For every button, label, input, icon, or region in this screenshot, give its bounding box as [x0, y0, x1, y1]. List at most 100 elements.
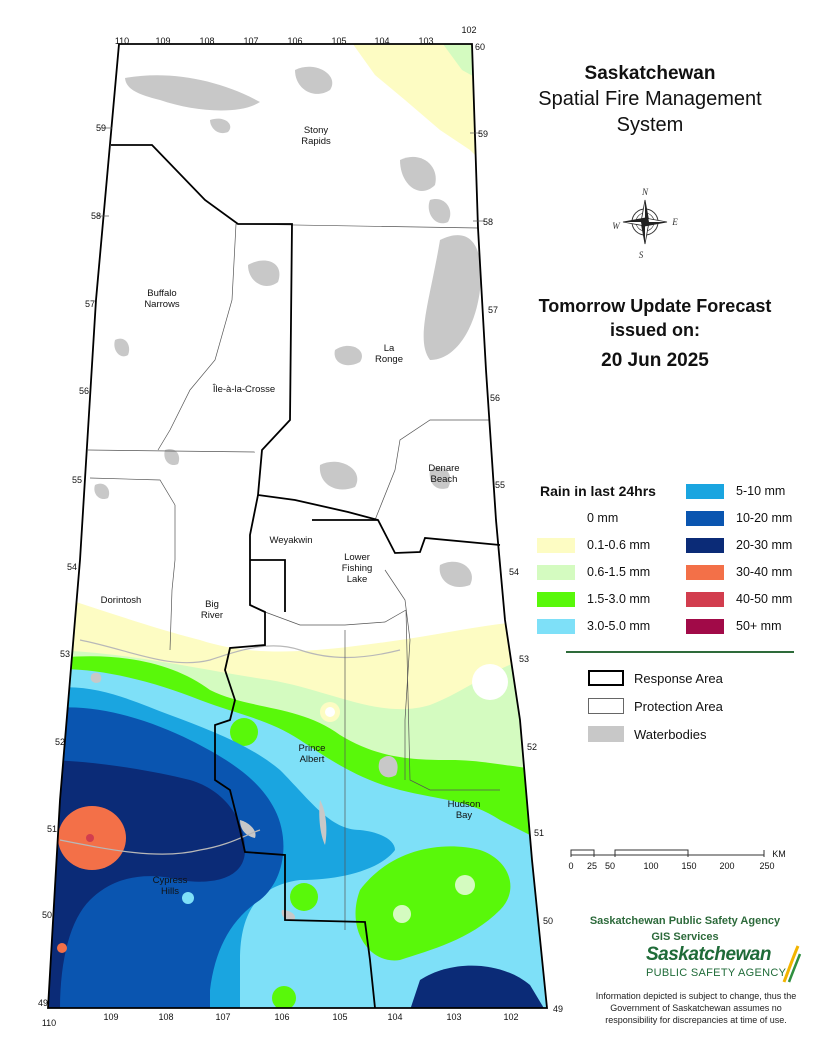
agency-line1: Saskatchewan Public Safety Agency	[589, 915, 781, 927]
legend-swatch	[686, 591, 724, 607]
latitude-left-label: 50	[42, 910, 52, 920]
boundary-swatch	[588, 726, 624, 742]
boundary-label: Protection Area	[634, 698, 723, 714]
legend-swatch	[537, 510, 575, 526]
legend-swatch	[537, 618, 575, 634]
place-lower-fishing-lake: Lower Fishing Lake	[342, 552, 373, 585]
boundary-legend-item: Waterbodies	[588, 726, 707, 742]
agency-line2: GIS Services	[651, 931, 719, 943]
logo-line1: Saskatchewan	[646, 944, 771, 965]
compass-e: E	[671, 217, 678, 227]
latitude-left-label: 58	[91, 211, 101, 221]
scale-bar	[570, 849, 765, 857]
longitude-top-label: 110	[115, 36, 129, 46]
longitude-top-label: 107	[243, 36, 258, 46]
latitude-right-label: 55	[495, 480, 505, 490]
longitude-bottom-label: 110	[42, 1018, 56, 1028]
title-line2: Spatial Fire Management	[538, 88, 762, 110]
legend-label: 30-40 mm	[736, 565, 793, 579]
compass-n: N	[641, 187, 649, 197]
rain-legend-item: 3.0-5.0 mm	[537, 618, 650, 634]
agency-logo: Saskatchewan PUBLIC SAFETY AGENCY	[640, 944, 802, 986]
latitude-right-label: 53	[519, 654, 529, 664]
legend-swatch	[686, 564, 724, 580]
title-line3: System	[616, 114, 684, 136]
latitude-right-label: 50	[543, 916, 553, 926]
scale-label: 250	[759, 861, 774, 871]
rain-legend-item: 5-10 mm	[686, 483, 785, 499]
rain-legend-item: 20-30 mm	[686, 537, 792, 553]
longitude-top-label: 108	[199, 36, 214, 46]
forecast-date: 20 Jun 2025	[601, 350, 709, 371]
legend-divider	[566, 651, 794, 653]
rain-legend-title: Rain in last 24hrs	[540, 483, 656, 499]
response-area-lines	[111, 144, 501, 1009]
latitude-right-label: 57	[488, 305, 498, 315]
latitude-right-label: 59	[478, 129, 488, 139]
latitude-right-label: 52	[527, 742, 537, 752]
latitude-right-label: 60	[475, 42, 485, 52]
scale-label: 200	[719, 861, 734, 871]
agency-credit: Saskatchewan Public Safety Agency GIS Se…	[560, 913, 810, 945]
latitude-right-label: 51	[534, 828, 544, 838]
legend-label: 0 mm	[587, 511, 619, 525]
longitude-bottom-label: 109	[103, 1012, 118, 1022]
boundary-swatch	[588, 670, 624, 686]
longitude-bottom-label: 104	[387, 1012, 402, 1022]
longitude-top-label: 106	[287, 36, 302, 46]
place-hudson-bay: Hudson Bay	[448, 799, 481, 821]
logo-line2: PUBLIC SAFETY AGENCY	[646, 967, 787, 979]
latitude-left-label: 57	[85, 299, 95, 309]
place-stony-rapids: Stony Rapids	[301, 125, 331, 147]
latitude-left-label: 49	[38, 998, 48, 1008]
legend-swatch	[686, 618, 724, 634]
latitude-right-label: 49	[553, 1004, 563, 1014]
place-prince-albert: Prince Albert	[299, 743, 326, 765]
compass-w: W	[612, 221, 621, 231]
longitude-top-label: 105	[331, 36, 346, 46]
longitude-bottom-label: 105	[332, 1012, 347, 1022]
boundary-swatch	[588, 698, 624, 714]
latitude-left-label: 53	[60, 649, 70, 659]
rain-legend-item: 10-20 mm	[686, 510, 792, 526]
place-ile-a-la-crosse: Île-à-la-Crosse	[212, 384, 275, 395]
latitude-left-label: 59	[96, 123, 106, 133]
longitude-bottom-label: 106	[274, 1012, 289, 1022]
scale-unit: KM	[772, 849, 786, 859]
legend-swatch	[686, 483, 724, 499]
legend-label: 3.0-5.0 mm	[587, 619, 651, 633]
longitude-top-label: 109	[155, 36, 170, 46]
latitude-left-label: 55	[72, 475, 82, 485]
rain-legend-item: 30-40 mm	[686, 564, 792, 580]
latitude-right-label: 58	[483, 217, 493, 227]
place-big-river: Big River	[201, 599, 223, 621]
legend-label: 10-20 mm	[736, 511, 793, 525]
wheat-icon	[782, 945, 802, 983]
compass-s: S	[639, 250, 644, 260]
forecast-line2: issued on:	[609, 320, 700, 340]
legend-label: 5-10 mm	[736, 484, 786, 498]
province-border	[47, 43, 548, 1009]
protection-area-lines	[87, 223, 500, 930]
rain-legend-item: 50+ mm	[686, 618, 782, 634]
rain-legend-item: 40-50 mm	[686, 591, 792, 607]
latitude-left-label: 51	[47, 824, 57, 834]
longitude-top-label: 104	[374, 36, 389, 46]
forecast-line1: Tomorrow Update Forecast	[538, 296, 772, 316]
rain-legend-item: 0.1-0.6 mm	[537, 537, 650, 553]
boundary-legend-item: Protection Area	[588, 698, 723, 714]
place-weyakwin: Weyakwin	[269, 535, 312, 546]
scale-label: 150	[681, 861, 696, 871]
legend-swatch	[537, 564, 575, 580]
place-buffalo-narrows: Buffalo Narrows	[144, 288, 180, 310]
longitude-bottom-label: 108	[158, 1012, 173, 1022]
latitude-right-label: 54	[509, 567, 519, 577]
rain-legend-item: 0.6-1.5 mm	[537, 564, 650, 580]
compass-rose-icon: N S E W	[612, 187, 678, 260]
scale-label: 50	[605, 861, 615, 871]
title-line1: Saskatchewan	[584, 63, 716, 84]
place-denare-beach: Denare Beach	[428, 463, 459, 485]
place-la-ronge: La Ronge	[375, 343, 403, 365]
map-title: Saskatchewan Spatial Fire Management Sys…	[500, 62, 800, 138]
